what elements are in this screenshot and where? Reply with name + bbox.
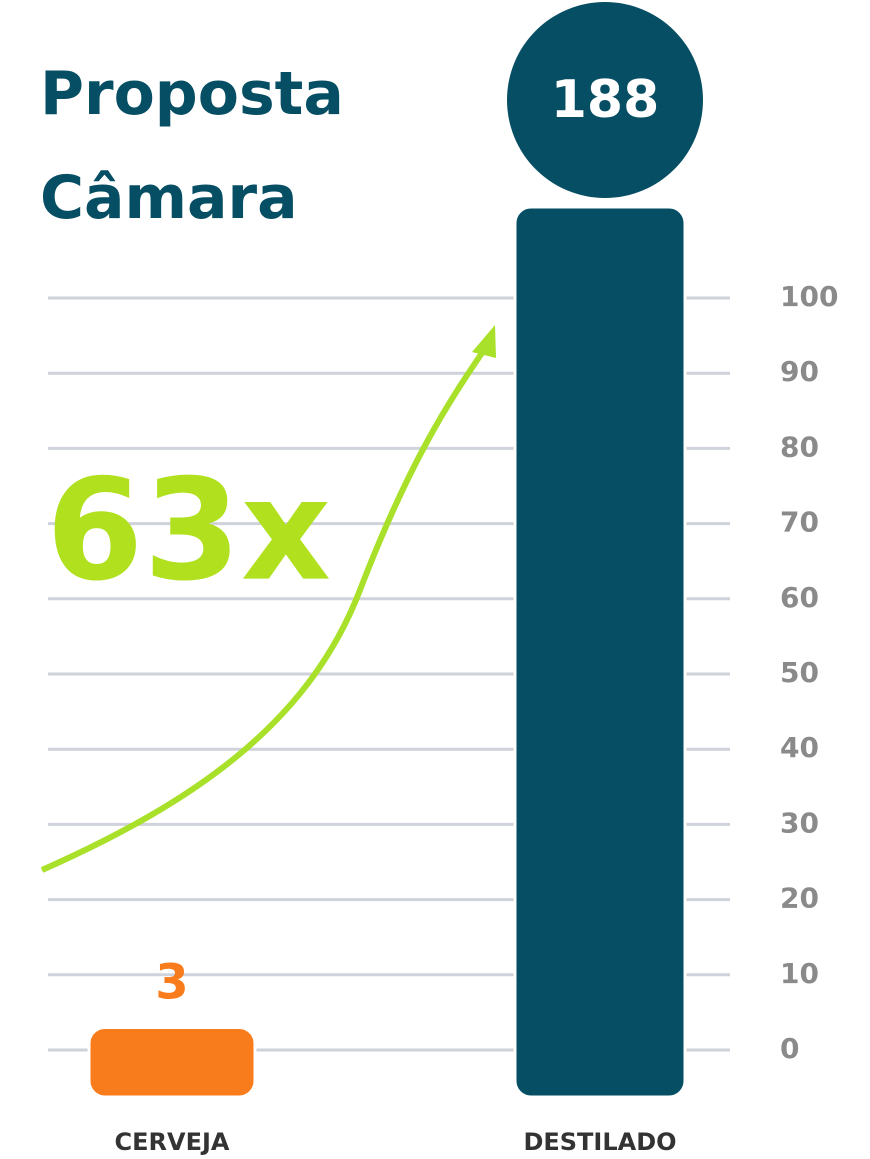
- x-tick-label: DESTILADO: [523, 1128, 676, 1156]
- y-tick-label: 80: [780, 430, 819, 463]
- value-label: 3: [155, 954, 188, 1010]
- trend-arrowhead: [472, 325, 496, 358]
- value-label: 188: [551, 70, 660, 130]
- trend-arrow: [40, 348, 487, 873]
- y-tick-label: 70: [780, 506, 819, 539]
- y-tick-label: 30: [780, 806, 819, 839]
- y-tick-label: 0: [780, 1032, 799, 1065]
- value-label-badge: [507, 2, 703, 198]
- y-tick-label: 100: [780, 280, 838, 313]
- y-tick-label: 20: [780, 882, 819, 915]
- bar: [513, 205, 687, 1099]
- y-tick-label: 40: [780, 731, 819, 764]
- y-tick-label: 90: [780, 355, 819, 388]
- y-tick-label: 60: [780, 581, 819, 614]
- y-tick-label: 10: [780, 957, 819, 990]
- bar: [87, 1025, 257, 1099]
- y-tick-label: 50: [780, 656, 819, 689]
- chart-title: Proposta Câmara: [40, 59, 344, 233]
- x-tick-label: CERVEJA: [115, 1128, 230, 1156]
- annotation: 63x: [46, 450, 331, 613]
